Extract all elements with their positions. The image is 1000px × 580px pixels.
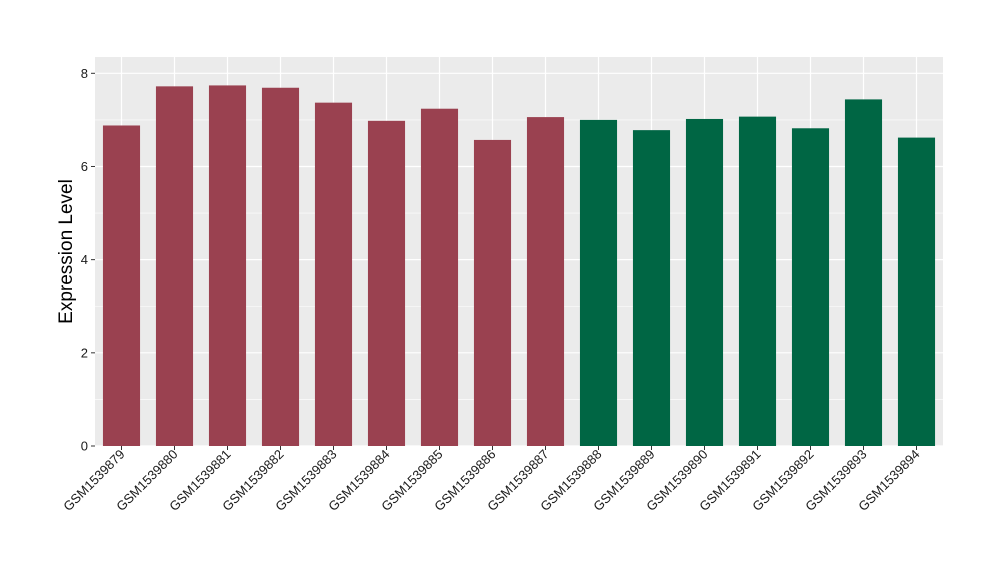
bar: [367, 120, 406, 447]
bar: [526, 117, 565, 446]
y-tick-label: 4: [81, 252, 88, 267]
y-tick-label: 8: [81, 66, 88, 81]
y-tick-label: 6: [81, 159, 88, 174]
bar: [208, 85, 247, 446]
bar: [685, 118, 724, 446]
bar: [579, 119, 618, 446]
y-axis-title: Expression Level: [56, 179, 77, 324]
y-tick-label: 0: [81, 439, 88, 454]
bar: [738, 116, 777, 446]
bar: [897, 137, 936, 446]
x-axis: GSM1539879GSM1539880GSM1539881GSM1539882…: [60, 446, 923, 514]
bar: [102, 125, 141, 446]
bar: [314, 102, 353, 446]
bar: [473, 139, 512, 446]
bar: [155, 86, 194, 446]
y-axis: 0 2 4 6 8: [81, 66, 95, 454]
bar: [791, 128, 830, 447]
y-tick-label: 2: [81, 345, 88, 360]
bar: [632, 130, 671, 447]
bar: [261, 87, 300, 446]
bar: [420, 108, 459, 447]
bar: [844, 99, 883, 446]
bars: [102, 85, 936, 447]
